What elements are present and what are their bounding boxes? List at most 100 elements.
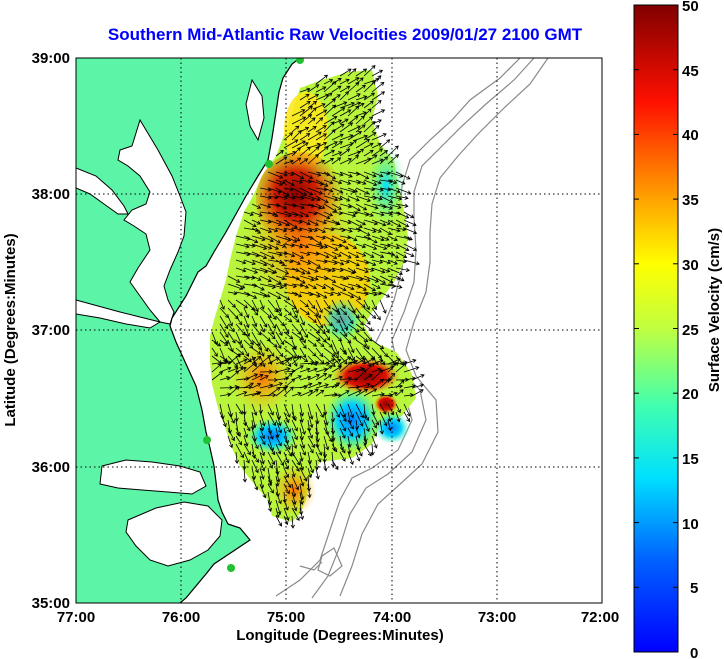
velocity-arrow [339, 219, 352, 225]
velocity-arrow [379, 267, 391, 273]
velocity-arrow [323, 427, 333, 443]
velocity-arrow [307, 171, 322, 177]
velocity-arrow [355, 411, 364, 427]
velocity-arrow [251, 235, 266, 242]
velocity-arrow [267, 475, 273, 487]
velocity-arrow [234, 411, 239, 422]
velocity-arrow [403, 211, 415, 219]
velocity-arrow [299, 211, 310, 218]
velocity-arrow [307, 131, 322, 141]
velocity-arrow [259, 347, 265, 357]
velocity-arrow [371, 419, 377, 429]
velocity-arrow [291, 147, 301, 157]
velocity-arrow [243, 291, 258, 299]
velocity-arrow [347, 243, 358, 249]
velocity-arrow [339, 451, 346, 462]
velocity-arrow [403, 235, 413, 241]
velocity-arrow [307, 117, 316, 125]
velocity-arrow [330, 411, 336, 423]
velocity-arrow [363, 80, 376, 93]
velocity-arrow [315, 373, 328, 381]
velocity-arrow [259, 235, 274, 243]
velocity-arrow [299, 105, 313, 117]
velocity-arrow [331, 366, 342, 373]
delmarva-inlet [245, 78, 265, 142]
velocity-arrow [371, 227, 382, 233]
velocity-arrow [251, 203, 262, 209]
velocity-arrow [355, 451, 361, 462]
velocity-arrow [307, 388, 319, 397]
velocity-arrow [363, 443, 372, 457]
velocity-arrow [267, 315, 276, 329]
velocity-arrow [299, 243, 310, 249]
velocity-arrow [355, 124, 366, 133]
velocity-arrow [299, 275, 315, 282]
velocity-arrow [267, 243, 280, 250]
velocity-arrow [363, 211, 374, 217]
velocity-arrow [291, 275, 306, 284]
velocity-arrow [371, 219, 387, 227]
velocity-arrow [323, 92, 333, 101]
velocity-arrow [371, 142, 382, 149]
velocity-arrow [331, 315, 341, 323]
colorbar-ticks [634, 69, 678, 588]
velocity-arrow [363, 142, 374, 149]
velocity-arrow [291, 331, 304, 341]
velocity-arrow [347, 267, 357, 273]
velocity-arrow [395, 411, 401, 423]
velocity-arrow [299, 443, 306, 456]
velocity-arrow [387, 235, 398, 242]
velocity-arrow [363, 171, 377, 178]
velocity-arrow [258, 403, 263, 414]
velocity-arrow [315, 203, 326, 209]
velocity-arrow [251, 331, 261, 347]
velocity-arrow [323, 104, 337, 117]
velocity-arrow [323, 365, 333, 373]
velocity-arrow [379, 403, 387, 415]
chart-title: Southern Mid-Atlantic Raw Velocities 200… [108, 25, 583, 44]
velocity-arrow [355, 382, 371, 389]
velocity-arrow [243, 427, 249, 439]
velocity-arrow [347, 93, 361, 101]
velocity-arrow [379, 243, 391, 248]
velocity-arrow [283, 132, 294, 141]
velocity-arrow [299, 323, 308, 339]
velocity-arrow [283, 451, 290, 464]
velocity-arrow [395, 171, 411, 180]
velocity-arrow [275, 315, 285, 327]
velocity-arrow [275, 419, 283, 434]
velocity-arrow [379, 219, 392, 225]
velocity-arrow [363, 92, 376, 101]
velocity-arrow [259, 354, 272, 365]
velocity-arrow [323, 179, 334, 185]
velocity-arrow [323, 203, 338, 212]
velocity-arrow [339, 307, 348, 316]
velocity-arrow [235, 427, 241, 438]
velocity-arrow [395, 195, 409, 200]
velocity-arrow [331, 171, 344, 177]
velocity-arrow [387, 259, 398, 265]
velocity-arrow [331, 179, 343, 185]
velocity-arrow [363, 299, 370, 311]
velocity-arrow [227, 275, 241, 283]
velocity-arrow [243, 373, 259, 381]
velocity-arrow [307, 259, 321, 268]
velocity-arrow [379, 299, 387, 314]
velocity-arrow [339, 275, 350, 280]
velocity-arrow [291, 235, 301, 242]
velocity-arrow [227, 315, 233, 327]
y-tick-label: 38:00 [32, 186, 70, 203]
velocity-arrow [267, 187, 282, 194]
colorbar-tick-label: 45 [682, 63, 699, 80]
velocity-arrow [339, 283, 355, 291]
velocity-arrow [339, 109, 352, 117]
velocity-arrow [387, 145, 399, 157]
velocity-arrow [339, 323, 348, 338]
velocity-arrow [235, 331, 242, 345]
velocity-arrow [259, 243, 273, 250]
velocity-arrow [299, 267, 311, 275]
velocity-arrow [331, 133, 344, 141]
velocity-arrow [251, 259, 268, 267]
velocity-arrow [283, 386, 294, 397]
y-axis: 39:00 38:00 37:00 36:00 35:00 Latitude (… [2, 50, 70, 612]
